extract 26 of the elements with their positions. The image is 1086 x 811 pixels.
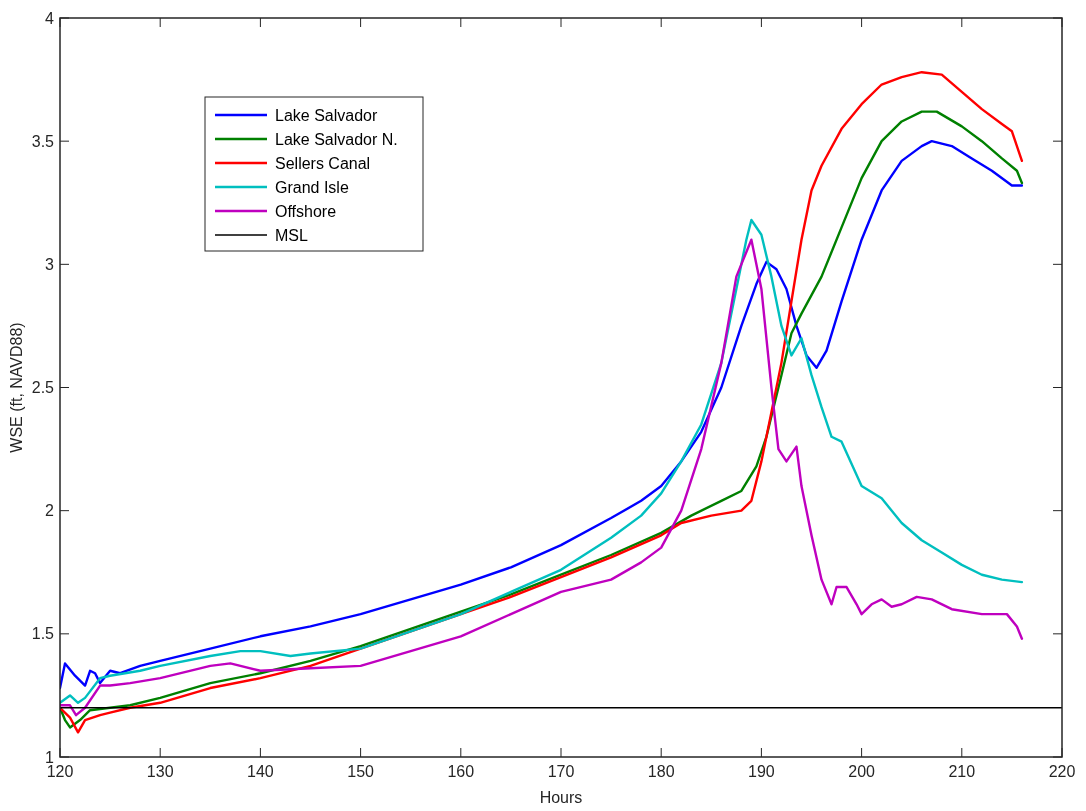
legend-label: Sellers Canal [275, 154, 371, 172]
y-tick-label: 2 [45, 502, 55, 520]
x-tick-label: 150 [347, 763, 375, 780]
legend-label: Lake Salvador [275, 106, 378, 124]
y-axis-title: WSE (ft, NAVD88) [8, 322, 25, 453]
x-tick-label: 190 [748, 763, 775, 780]
legend-label: Offshore [275, 202, 337, 220]
x-tick-label: 180 [647, 763, 675, 780]
y-tick-label: 1 [45, 748, 55, 766]
y-tick-label: 3.5 [31, 132, 55, 150]
x-tick-label: 160 [447, 763, 475, 780]
y-tick-label: 1.5 [31, 625, 55, 643]
legend-label: Grand Isle [275, 178, 349, 196]
x-tick-label: 170 [547, 763, 575, 780]
x-tick-label: 220 [1048, 763, 1076, 780]
x-tick-label: 210 [948, 763, 976, 780]
x-tick-label: 140 [247, 763, 274, 780]
x-tick-label: 130 [146, 763, 174, 780]
legend-label: Lake Salvador N. [275, 130, 398, 148]
x-tick-label: 200 [848, 763, 876, 780]
x-axis-title: Hours [539, 789, 583, 806]
x-tick-label: 120 [46, 763, 74, 780]
legend-label: MSL [275, 226, 308, 244]
y-tick-label: 2.5 [31, 379, 55, 397]
y-tick-label: 4 [45, 9, 55, 27]
y-tick-label: 3 [45, 255, 55, 273]
